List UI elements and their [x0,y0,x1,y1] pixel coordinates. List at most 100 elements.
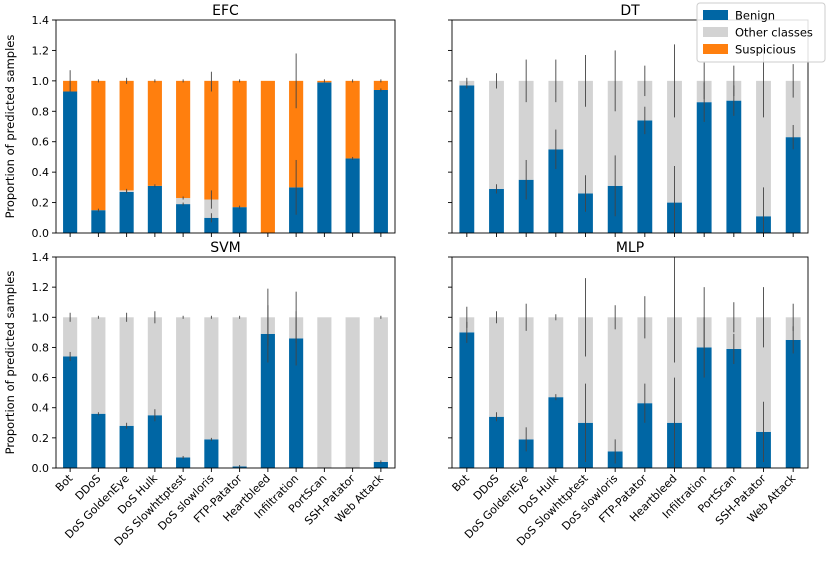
bar-other [607,80,623,186]
bar-other [176,317,191,458]
bar-benign [204,217,219,233]
y-tick-label: 0.2 [32,432,50,445]
bar-benign [373,89,388,234]
y-tick-label: 0.8 [32,341,50,354]
bar-benign [696,347,712,468]
bar-suspicious [345,80,360,159]
bar-suspicious [176,80,191,199]
axes-frame [451,19,809,234]
y-tick-label: 1.0 [32,75,50,88]
legend-box [696,2,826,63]
bar-other [204,317,219,440]
bar-other [637,317,653,404]
chart-title: MLP [616,240,644,256]
bar-benign [459,85,475,233]
bar-suspicious [373,80,388,90]
bar-other [637,80,653,121]
y-tick-label: 1.0 [32,311,50,324]
bar-benign [176,204,191,233]
bar-other [607,317,623,452]
bar-other [91,317,106,414]
bar-other [667,80,682,203]
bar-benign [696,102,712,233]
bar-benign [518,439,534,468]
chart-panel-efc: EFC 0.0 0.2 0.4 0.6 0.8 1.0 1.2 1.4 Proportion of… [3,3,396,240]
bar-other [489,80,504,189]
y-tick-label: 1.4 [32,251,50,264]
bar-benign [345,158,360,233]
legend-label-suspicious: Suspicious [735,43,796,57]
y-tick-label: 1.2 [32,281,50,294]
x-tick-label: Bot [450,471,473,494]
bar-suspicious [91,80,106,211]
bar-benign [147,185,162,233]
bar-benign [637,120,653,233]
y-tick-label: 1.2 [32,44,50,57]
bar-benign [785,137,801,233]
bar-suspicious [260,80,275,233]
bar-benign [119,191,134,233]
bar-benign [548,397,564,468]
bar-benign [176,457,191,468]
bar-benign [459,332,475,468]
chart-panel-dt: DT [448,3,809,237]
bar-benign [289,338,304,468]
y-tick-label: 0.4 [32,402,50,415]
bar-other [518,80,534,180]
legend-swatch-benign [703,10,728,20]
y-tick-label: 0.4 [32,166,50,179]
y-tick-label: 0.8 [32,105,50,118]
bar-benign [785,339,801,468]
axes-frame [55,256,396,469]
bar-benign [317,82,332,233]
bar-suspicious [289,80,304,188]
bar-suspicious [119,80,134,191]
bar-benign [489,416,504,468]
legend: Benign Other classes Suspicious [696,2,826,63]
legend-label-other: Other classes [735,26,813,40]
bar-other [756,317,771,432]
bar-other [785,80,801,138]
bar-suspicious [147,80,162,186]
legend-label-benign: Benign [735,9,775,23]
bar-suspicious [232,80,247,208]
bar-benign [578,193,593,233]
chart-title: SVM [210,240,241,256]
bar-other [518,317,534,440]
axes-frame [451,256,809,469]
bar-other [489,317,504,417]
bar-benign [373,461,388,468]
bar-benign [726,348,742,468]
bar-benign [119,425,134,468]
bar-other [578,317,593,423]
bar-benign [726,100,742,233]
legend-swatch-other [703,27,728,37]
bar-other [578,80,593,194]
bar-other [176,198,191,205]
bar-other [317,317,332,468]
bar-suspicious [204,80,219,200]
y-axis-label: Proportion of predicted samples [3,271,17,455]
y-tick-label: 1.4 [32,14,50,27]
bar-benign [91,413,106,468]
bar-other [232,317,247,467]
bar-benign [63,91,78,233]
y-tick-label: 0.6 [32,372,50,385]
bar-benign [63,356,78,468]
y-tick-label: 0.2 [32,197,50,210]
bar-benign [91,210,106,233]
bar-other [548,317,564,398]
bar-other [345,317,360,468]
bar-other [756,80,771,217]
bar-benign [489,188,504,233]
bar-other [548,80,564,150]
bar-benign [637,403,653,468]
chart-title: DT [620,3,640,19]
y-tick-label: 0.6 [32,136,50,149]
y-tick-label: 0.0 [32,462,50,475]
bar-benign [204,439,219,468]
chart-title: EFC [212,3,239,19]
legend-swatch-suspicious [703,44,728,54]
